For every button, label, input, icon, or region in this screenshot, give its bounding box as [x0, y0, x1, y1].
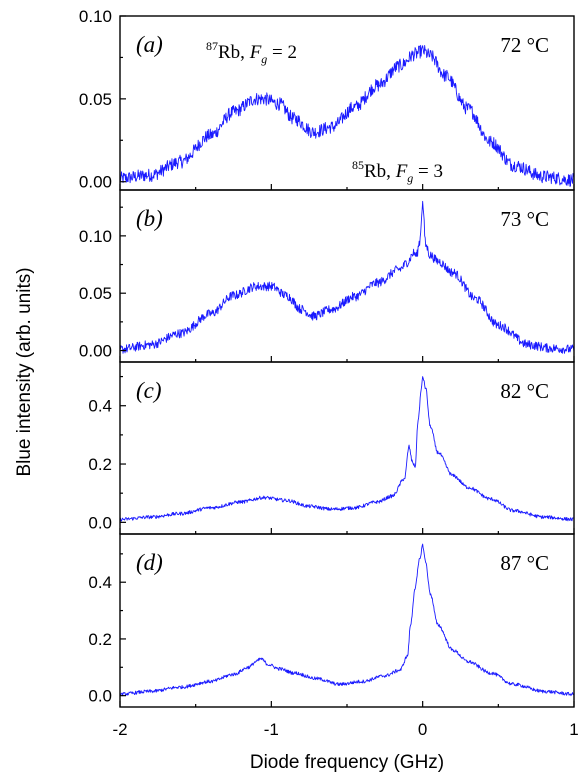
panel-label: (b) [136, 206, 163, 231]
y-tick-label: 0.4 [88, 397, 112, 416]
panel-b: 0.00 0.05 0.10 (b) 73 °C [79, 189, 575, 363]
trace-line [119, 200, 575, 354]
y-tick-label: 0.10 [79, 7, 112, 26]
trace-line [119, 543, 575, 697]
y-tick-label: 0.00 [79, 342, 112, 361]
panel-d: 0.0 0.2 0.4 (d) 87 °C [88, 533, 575, 708]
temperature-label: 82 °C [500, 379, 549, 403]
x-tick-label: 0 [418, 720, 427, 739]
panels: 0.00 0.05 0.10 (a) 72 °C 87Rb, Fg = 2 85Rb, Fg… [79, 7, 575, 708]
y-tick-label: 0.4 [88, 573, 112, 592]
isotope-annotation: 87Rb, Fg = 2 [206, 39, 297, 66]
panel-a: 0.00 0.05 0.10 (a) 72 °C 87Rb, Fg = 2 85Rb, Fg… [79, 7, 575, 192]
y-tick-label: 0.2 [88, 455, 112, 474]
trace-line [119, 376, 575, 522]
y-axis-title: Blue intensity (arb. units) [14, 267, 35, 476]
y-tick-label: 0.2 [88, 630, 112, 649]
temperature-label: 72 °C [500, 33, 549, 57]
y-tick-label: 0.05 [79, 90, 112, 109]
y-tick-label: 0.0 [88, 513, 112, 532]
y-tick-label: 0.05 [79, 284, 112, 303]
x-tick-label: -1 [264, 720, 279, 739]
y-tick-label: 0.0 [88, 687, 112, 706]
y-tick-label: 0.00 [79, 173, 112, 192]
isotope-annotation: 85Rb, Fg = 3 [352, 158, 443, 185]
temperature-label: 73 °C [500, 207, 549, 231]
x-axis: -2 -1 0 1 [112, 720, 578, 739]
panel-label: (a) [136, 32, 163, 57]
x-tick-label: -2 [112, 720, 127, 739]
temperature-label: 87 °C [500, 551, 549, 575]
y-tick-label: 0.10 [79, 227, 112, 246]
trace-line [119, 44, 575, 187]
panel-label: (c) [136, 378, 162, 403]
panel-c: 0.0 0.2 0.4 (c) 82 °C [88, 361, 575, 535]
x-tick-label: 1 [569, 720, 578, 739]
x-axis-title: Diode frequency (GHz) [250, 752, 444, 773]
panel-label: (d) [136, 550, 163, 575]
